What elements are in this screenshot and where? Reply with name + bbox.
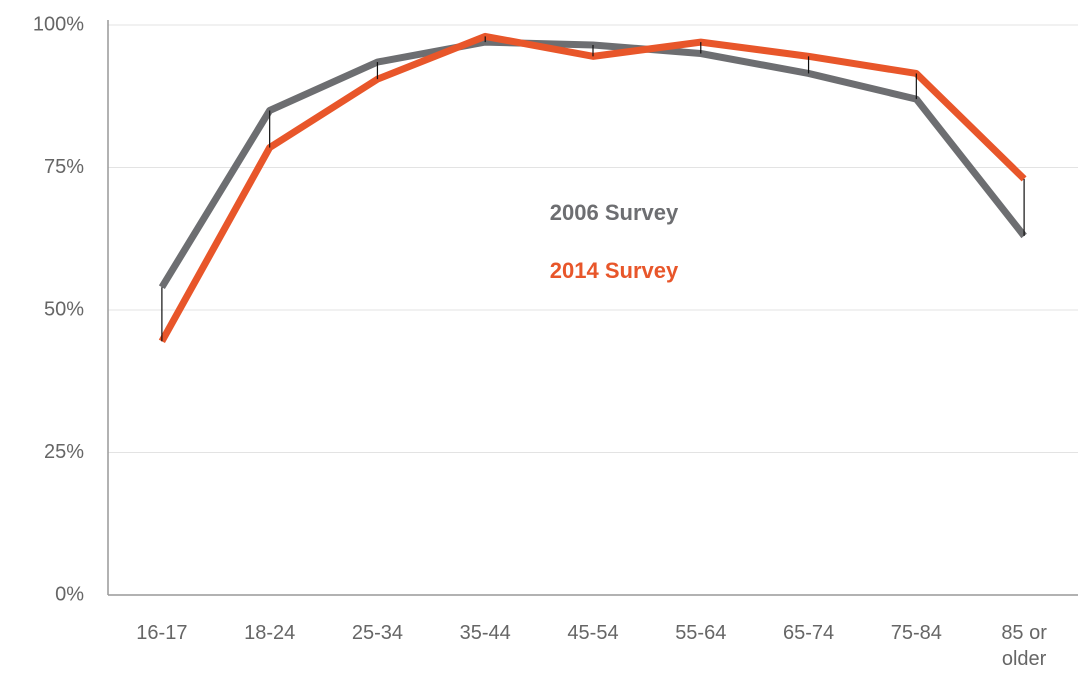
x-tick-label: 65-74 bbox=[782, 622, 835, 644]
x-tick-label: 45-54 bbox=[567, 622, 619, 644]
y-tick-label: 0% bbox=[55, 583, 84, 605]
x-tick-label: 55-64 bbox=[675, 622, 727, 644]
x-tick-label: 16-17 bbox=[136, 622, 188, 644]
x-tick-label: 35-44 bbox=[459, 622, 511, 644]
legend-label: 2006 Survey bbox=[550, 200, 679, 225]
legend-label: 2014 Survey bbox=[550, 258, 679, 283]
x-tick-label: 75-84 bbox=[890, 622, 942, 644]
y-tick-label: 25% bbox=[44, 441, 84, 463]
x-tick-label: 25-34 bbox=[351, 622, 404, 644]
series-line bbox=[158, 38, 1027, 290]
y-tick-label: 100% bbox=[33, 13, 84, 35]
x-tick-label: 18-24 bbox=[244, 622, 296, 644]
x-tick-label: 85 or older bbox=[1001, 622, 1047, 670]
series-line bbox=[158, 32, 1027, 344]
y-tick-label: 50% bbox=[44, 298, 84, 320]
y-tick-label: 75% bbox=[44, 156, 84, 178]
